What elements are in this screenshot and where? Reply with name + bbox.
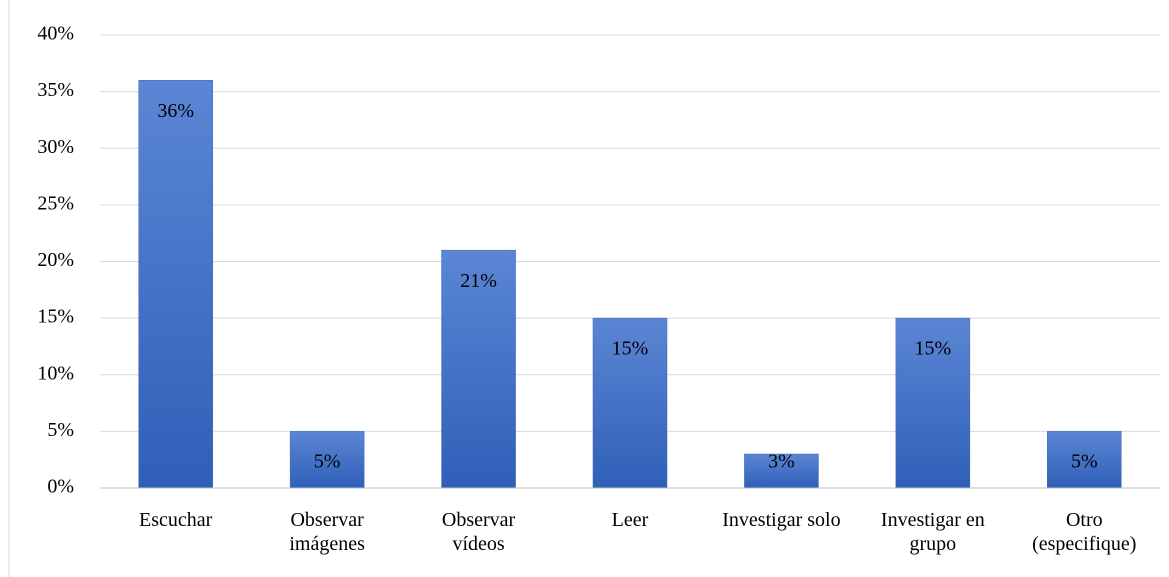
y-tick-label: 40% (37, 23, 74, 45)
x-tick-label: Investigar solo (722, 509, 841, 531)
y-tick-label: 10% (37, 362, 74, 384)
data-label: 21% (460, 270, 497, 292)
bar (744, 453, 819, 489)
y-tick-label: 30% (37, 136, 74, 158)
x-tick-label: Observar vídeos (441, 509, 516, 555)
data-label: 5% (314, 451, 341, 473)
x-tick-label: Otro (especifique) (1032, 509, 1137, 555)
y-tick-label: 5% (47, 419, 74, 441)
y-tick-label: 35% (37, 79, 74, 101)
bar (138, 80, 213, 489)
data-label: 15% (915, 338, 952, 360)
bar (289, 431, 365, 489)
y-tick-label: 25% (37, 192, 74, 214)
x-tick-label: Leer (611, 509, 649, 531)
x-tick-label: Investigar en grupo (880, 509, 985, 555)
data-label: 5% (1071, 451, 1098, 473)
bar (895, 317, 971, 489)
y-tick-label: 20% (37, 249, 74, 271)
x-tick-label: Observar imágenes (289, 509, 365, 555)
bar (441, 249, 516, 489)
data-label: 15% (612, 338, 649, 360)
x-tick-label: Escuchar (139, 509, 213, 531)
bar (1047, 431, 1122, 489)
y-tick-label: 15% (37, 306, 74, 328)
data-label: 3% (768, 451, 795, 473)
data-label: 36% (157, 100, 194, 122)
y-tick-label: 0% (47, 476, 74, 498)
